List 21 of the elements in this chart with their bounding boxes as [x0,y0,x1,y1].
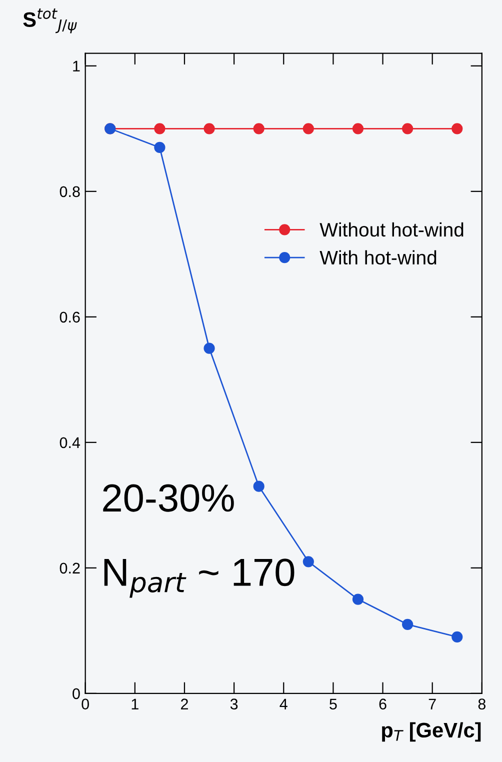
x-tick-label: 5 [330,698,337,710]
y-tick-label: 0 [72,688,80,700]
y-tick-label: 0.4 [60,437,80,448]
x-tick-label: 7 [428,698,436,710]
y-axis-title: S$^{tot}$$_{J/ψ}$ [23,8,77,34]
x-tick-label: 3 [230,698,238,710]
y-tick-label: 0.2 [60,562,80,574]
annotation: 20-30% [103,484,234,512]
legend-label: With hot-wind [320,250,436,265]
y-tick-label: 1 [73,60,80,72]
annotation: N$_{part}$ ~ 170 [104,558,294,598]
legend-label: Without hot-wind [320,222,464,237]
x-tick-label: 8 [478,698,486,710]
x-tick-label: 4 [280,698,288,710]
x-tick-label: 2 [181,698,188,710]
x-tick-label: 0 [82,698,89,710]
x-tick-label: 6 [379,698,386,710]
y-tick-label: 0.8 [60,186,80,198]
x-axis-title: p$_{T}$ [GeV/c] [382,722,481,742]
x-tick-label: 1 [132,698,138,710]
y-tick-label: 0.6 [60,312,80,323]
